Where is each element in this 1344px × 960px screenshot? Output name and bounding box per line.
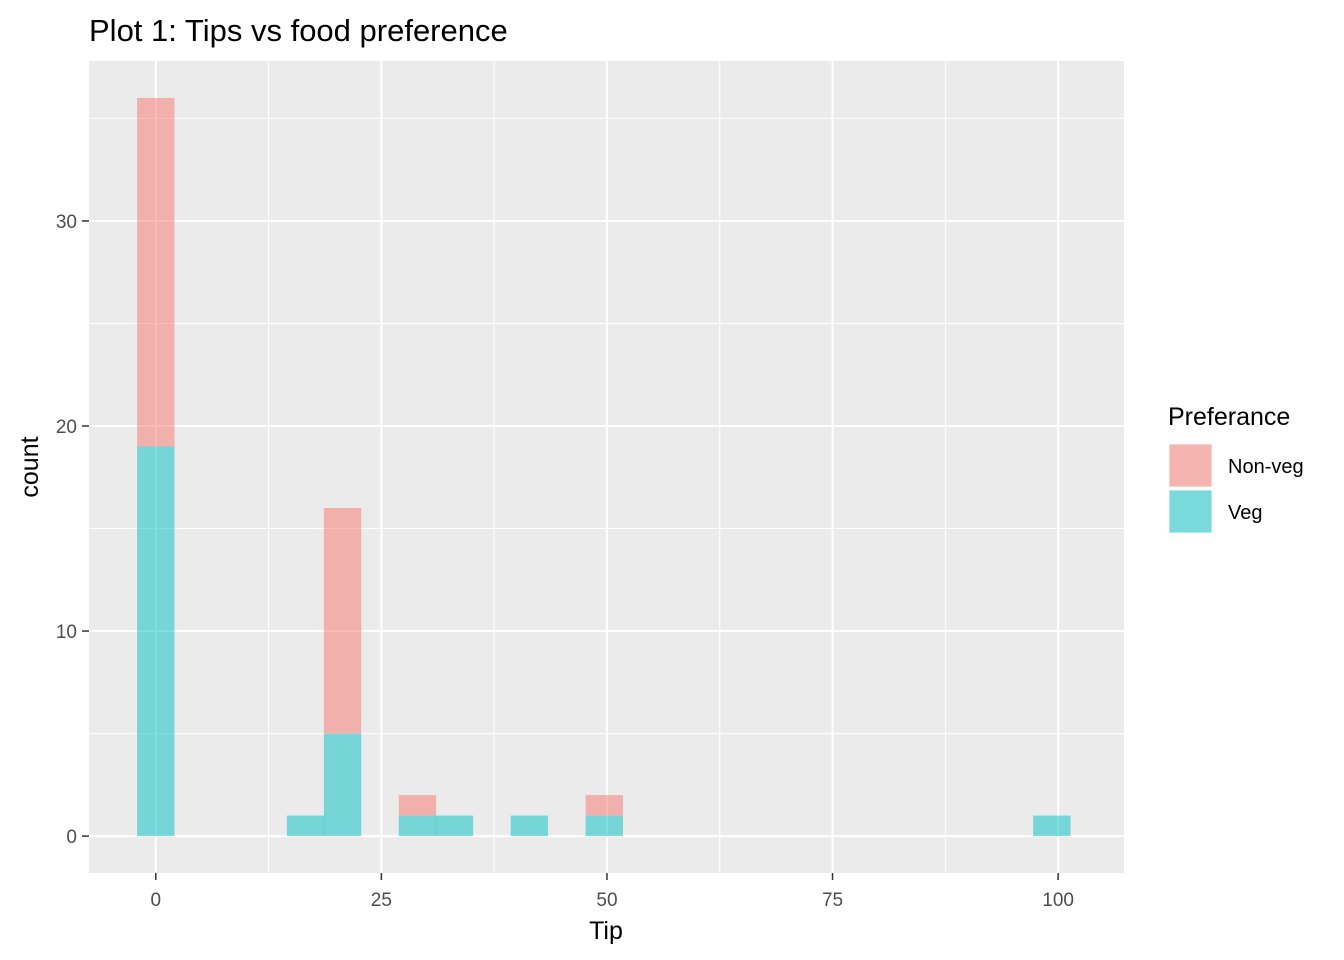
bars-group	[137, 97, 1071, 837]
bar-veg	[286, 815, 325, 837]
y-tick-label: 10	[56, 622, 77, 643]
chart-title: Plot 1: Tips vs food preference	[89, 13, 508, 48]
x-tick-label: 75	[822, 890, 843, 911]
bar-nonveg	[323, 508, 362, 734]
x-tick-label: 0	[150, 890, 161, 911]
bar-veg	[323, 733, 362, 837]
legend: Preferance Non-veg Veg	[1167, 403, 1304, 535]
x-axis: 0 25 50 75 100	[150, 873, 1074, 911]
legend-swatch-veg	[1169, 490, 1212, 533]
legend-title: Preferance	[1168, 403, 1290, 431]
y-tick-label: 0	[66, 827, 77, 848]
bar-veg	[510, 815, 549, 837]
bar-nonveg	[137, 97, 175, 447]
bar-veg	[398, 815, 437, 837]
grid-lines	[89, 61, 1124, 873]
y-axis-title: count	[16, 436, 44, 497]
bar-veg	[137, 446, 175, 837]
x-axis-title: Tip	[589, 917, 623, 945]
x-tick-label: 50	[596, 890, 617, 911]
y-tick-label: 30	[56, 212, 77, 233]
x-tick-label: 25	[371, 890, 392, 911]
bar-veg	[585, 815, 623, 837]
x-tick-label: 100	[1042, 890, 1074, 911]
bar-nonveg	[398, 795, 437, 816]
legend-swatch-nonveg	[1169, 444, 1212, 487]
legend-label-nonveg: Non-veg	[1228, 456, 1304, 478]
legend-label-veg: Veg	[1228, 502, 1262, 524]
bar-veg	[435, 815, 474, 837]
bar-veg	[1033, 815, 1071, 837]
y-axis: 0 10 20 30	[56, 212, 89, 848]
y-tick-label: 20	[56, 417, 77, 438]
bar-nonveg	[585, 795, 623, 816]
